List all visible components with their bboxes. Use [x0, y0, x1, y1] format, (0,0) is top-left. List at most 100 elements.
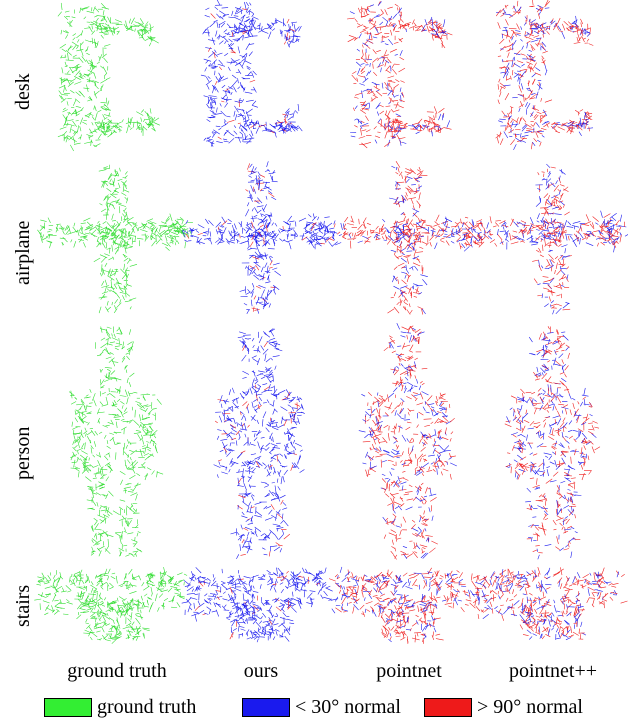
normal-vector — [94, 80, 99, 84]
normal-vector — [394, 502, 403, 506]
normal-vector — [540, 30, 546, 34]
normal-vector — [238, 62, 244, 69]
normal-vector — [315, 235, 323, 238]
normal-vector — [270, 459, 273, 463]
normal-vector — [286, 233, 288, 240]
normal-vector — [70, 467, 78, 469]
normal-vector — [526, 32, 530, 35]
normal-vector — [395, 232, 399, 240]
normal-vector — [250, 266, 256, 270]
normal-vector — [249, 2, 252, 6]
normal-vector — [387, 235, 394, 242]
normal-vector — [381, 35, 386, 38]
normal-vector — [476, 224, 482, 231]
normal-vector — [93, 91, 97, 99]
normal-vector — [281, 123, 283, 131]
normal-vector — [415, 231, 421, 236]
normal-vector — [208, 220, 214, 226]
normal-vector — [399, 231, 405, 235]
normal-vector — [119, 240, 124, 248]
normal-vector — [127, 491, 134, 493]
normal-vector — [413, 393, 422, 397]
normal-vector — [40, 219, 47, 222]
normal-vector — [230, 60, 233, 65]
normal-vector — [566, 127, 571, 133]
normal-vector — [520, 133, 522, 138]
normal-vector — [497, 233, 503, 241]
normal-vector — [240, 221, 243, 228]
normal-vector — [231, 10, 234, 16]
normal-vector — [540, 115, 546, 120]
normal-vector — [555, 221, 562, 224]
normal-vector — [197, 241, 201, 245]
normal-vector — [98, 169, 107, 172]
normal-vector — [127, 232, 132, 240]
normal-vector — [611, 237, 618, 244]
normal-vector — [547, 244, 552, 246]
normal-vector — [550, 222, 554, 225]
normal-vector — [580, 18, 584, 25]
normal-vector — [526, 231, 530, 235]
normal-vector — [65, 30, 70, 34]
normal-vector — [137, 22, 144, 28]
normal-vector — [342, 236, 347, 240]
normal-vector — [497, 55, 502, 57]
normal-vector — [535, 229, 540, 231]
normal-vector — [245, 518, 250, 522]
normal-vector — [367, 8, 370, 12]
normal-vector — [547, 172, 552, 178]
normal-vector — [554, 269, 556, 274]
normal-vector — [407, 356, 412, 358]
normal-vector — [406, 176, 413, 179]
normal-vector — [512, 40, 517, 46]
normal-vector — [270, 386, 275, 389]
normal-vector — [215, 238, 220, 243]
normal-vector — [419, 232, 421, 236]
normal-vector — [468, 221, 474, 228]
normal-vector — [237, 483, 241, 487]
normal-vector — [133, 432, 142, 434]
normal-vector — [361, 394, 366, 397]
normal-vector — [263, 219, 268, 227]
normal-vector — [388, 97, 394, 103]
normal-vector — [181, 220, 184, 225]
normal-vector — [244, 433, 247, 438]
normal-vector — [362, 42, 369, 47]
normal-vector — [252, 383, 254, 388]
normal-vector — [144, 21, 149, 27]
normal-vector — [387, 502, 394, 506]
normal-vector — [130, 449, 137, 455]
normal-vector — [526, 129, 531, 131]
normal-vector — [568, 235, 570, 241]
normal-vector — [125, 444, 128, 449]
normal-vector — [399, 299, 403, 306]
normal-vector — [133, 24, 139, 27]
normal-vector — [148, 412, 151, 416]
normal-vector — [401, 91, 405, 98]
normal-vector — [286, 391, 290, 399]
normal-vector — [82, 7, 88, 10]
normal-vector — [535, 22, 540, 26]
normal-vector — [381, 54, 389, 57]
normal-vector — [607, 230, 612, 236]
normal-vector — [48, 235, 50, 239]
normal-vector — [427, 403, 435, 406]
normal-vector — [214, 113, 222, 115]
normal-vector — [497, 229, 499, 236]
normal-vector — [197, 224, 205, 229]
normal-vector — [106, 288, 111, 292]
normal-vector — [309, 231, 313, 234]
normal-vector — [470, 241, 473, 248]
normal-vector — [402, 198, 405, 204]
normal-vector — [170, 237, 174, 242]
normal-vector — [579, 117, 582, 125]
normal-vector — [248, 240, 250, 247]
normal-vector — [401, 194, 407, 202]
normal-vector — [619, 232, 622, 236]
normal-vector — [438, 26, 443, 29]
normal-vector — [100, 337, 106, 341]
normal-vector — [171, 231, 179, 236]
normal-vector — [90, 64, 96, 67]
normal-vector — [89, 388, 92, 393]
normal-vector — [119, 499, 126, 502]
